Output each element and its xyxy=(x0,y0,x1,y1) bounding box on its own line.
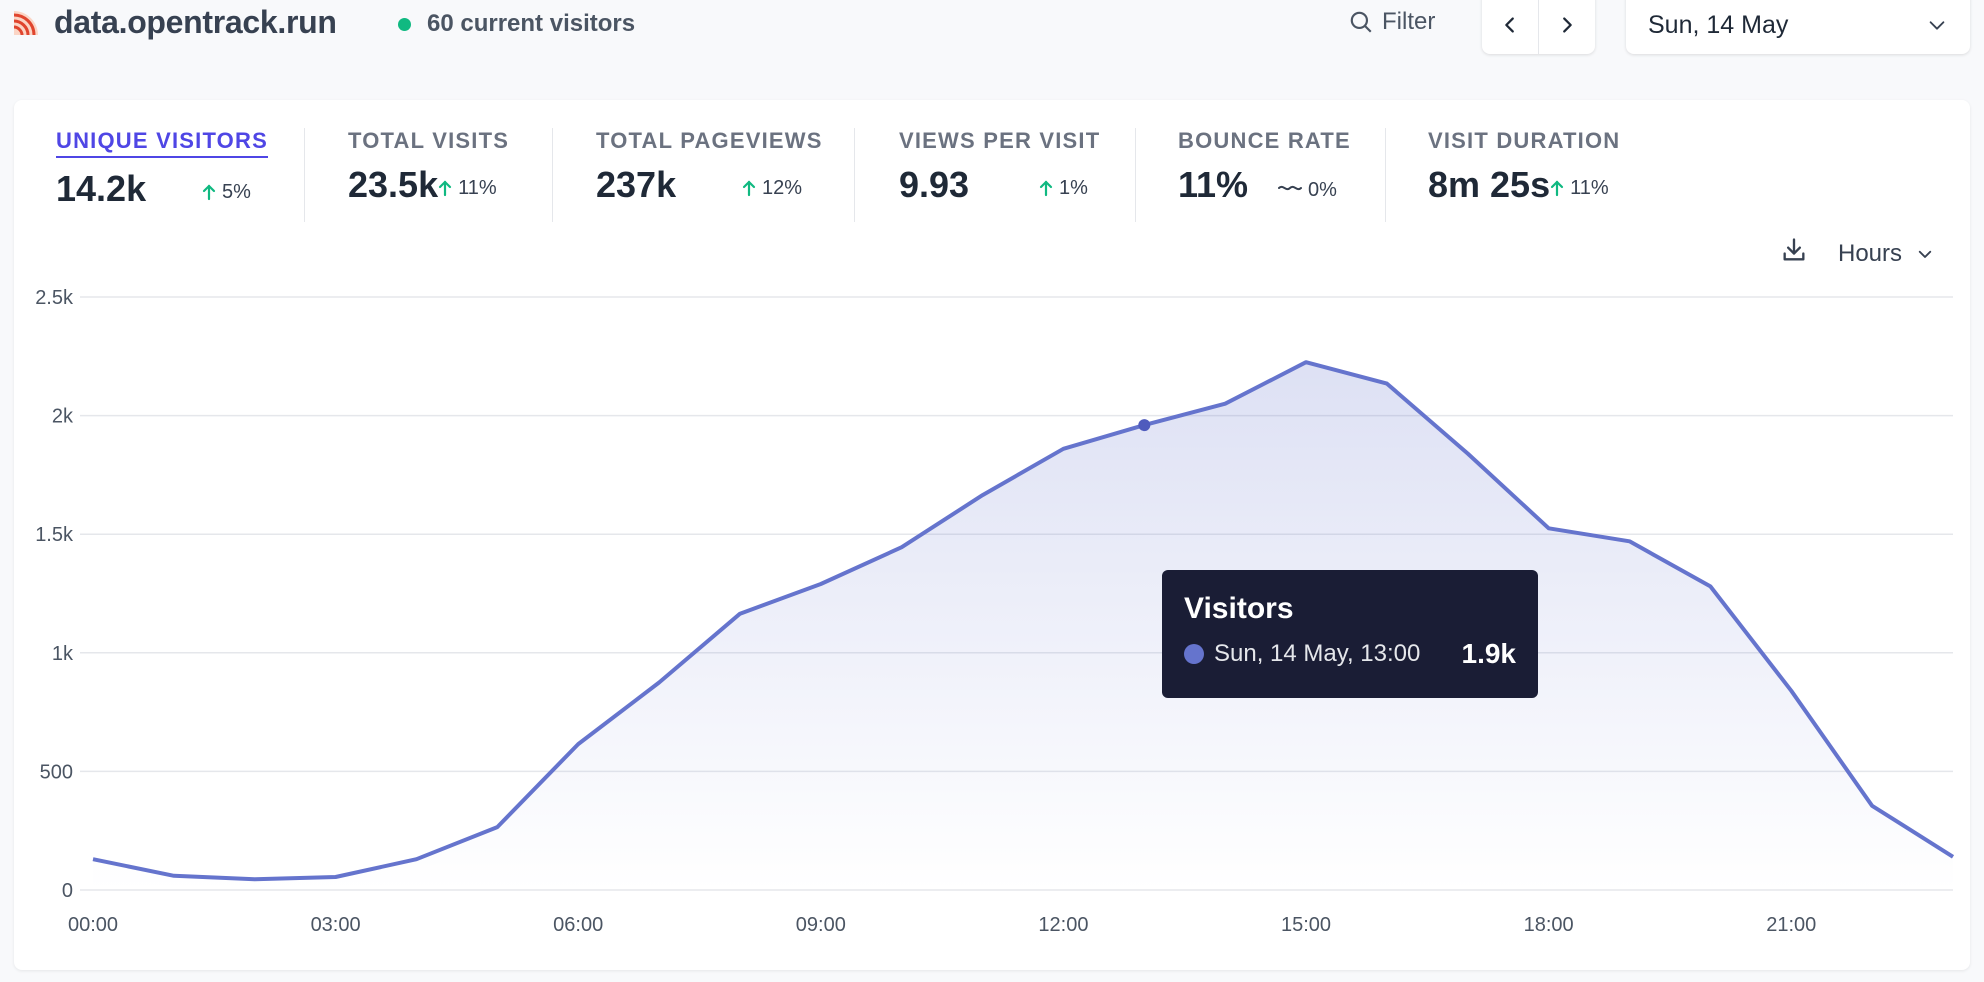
x-tick-label: 03:00 xyxy=(311,914,361,936)
date-picker-label: Sun, 14 May xyxy=(1648,10,1789,39)
tooltip-title: Visitors xyxy=(1184,592,1294,625)
previous-period-button[interactable] xyxy=(1482,0,1538,54)
chevron-down-icon xyxy=(1929,21,1945,30)
stat-label: TOTAL PAGEVIEWS xyxy=(596,128,823,153)
stat-label: UNIQUE VISITORS xyxy=(56,128,268,158)
stat-unique-visitors[interactable]: UNIQUE VISITORS 14.2k 5% xyxy=(56,128,268,210)
y-tick-label: 0 xyxy=(62,880,73,902)
stat-total-visits[interactable]: TOTAL VISITS 23.5k 11% xyxy=(348,128,509,206)
stat-change: 5% xyxy=(202,181,251,204)
stat-value: 23.5k xyxy=(348,164,439,205)
y-tick-label: 1.5k xyxy=(35,524,74,546)
series-area xyxy=(93,362,1953,890)
stat-value: 9.93 xyxy=(899,164,970,205)
stat-label: VISIT DURATION xyxy=(1428,128,1621,153)
divider xyxy=(854,128,855,222)
x-axis: 00:00 03:00 06:00 09:00 12:00 15:00 18:00 21:00 xyxy=(68,914,1816,936)
stat-label: TOTAL VISITS xyxy=(348,128,510,153)
stat-change-value: 12% xyxy=(762,176,803,199)
tooltip-value: 1.9k xyxy=(1461,638,1517,669)
arrow-up-icon xyxy=(438,180,452,197)
filter-button[interactable]: Filter xyxy=(1348,8,1435,36)
site-switcher[interactable]: data.opentrack.run xyxy=(12,4,337,41)
stat-views-per-visit[interactable]: VIEWS PER VISIT 9.93 1% xyxy=(899,128,1100,206)
filter-label: Filter xyxy=(1382,8,1436,35)
stat-label: VIEWS PER VISIT xyxy=(899,128,1101,153)
stat-change-value: 11% xyxy=(1570,176,1609,199)
y-tick-label: 500 xyxy=(40,761,73,783)
stat-value: 14.2k xyxy=(56,168,147,209)
next-period-button[interactable] xyxy=(1538,0,1595,54)
interval-picker[interactable]: Hours xyxy=(1838,240,1934,268)
period-nav xyxy=(1482,0,1595,54)
tooltip-label: Sun, 14 May, 13:00 xyxy=(1214,640,1421,667)
current-visitors-label: 60 current visitors xyxy=(427,10,636,37)
arrow-up-icon xyxy=(1551,180,1564,197)
x-tick-label: 21:00 xyxy=(1766,914,1816,936)
stat-value: 11% xyxy=(1178,164,1249,205)
live-dot-icon xyxy=(398,17,411,31)
date-picker[interactable]: Sun, 14 May xyxy=(1626,0,1970,54)
stat-value: 8m 25s xyxy=(1428,164,1551,205)
current-visitors[interactable]: 60 current visitors xyxy=(398,10,635,38)
stat-change: 12% xyxy=(742,177,802,200)
x-tick-label: 00:00 xyxy=(68,914,118,936)
stat-change-value: 1% xyxy=(1059,176,1088,199)
arrow-up-icon xyxy=(202,184,216,201)
chart-tooltip: Visitors Sun, 14 May, 13:00 1.9k xyxy=(1162,570,1538,698)
series-line xyxy=(92,360,1955,882)
chevron-left-icon xyxy=(1505,17,1514,33)
y-axis: 0 500 1k 1.5k 2k 2.5k xyxy=(35,287,74,902)
download-button[interactable] xyxy=(1780,236,1808,271)
stat-total-pageviews[interactable]: TOTAL PAGEVIEWS 237k 12% xyxy=(596,128,823,206)
divider xyxy=(304,128,305,222)
x-tick-label: 06:00 xyxy=(553,914,603,936)
divider xyxy=(1135,128,1136,222)
trend-flat-icon xyxy=(1278,185,1302,191)
stat-visit-duration[interactable]: VISIT DURATION 8m 25s 11% xyxy=(1428,128,1620,206)
download-icon xyxy=(1783,238,1805,261)
x-tick-label: 18:00 xyxy=(1524,914,1574,936)
chevron-down-icon xyxy=(1918,250,1932,258)
stat-change: 11% xyxy=(1550,177,1609,200)
stat-change-value: 5% xyxy=(222,180,251,203)
top-bar: data.opentrack.run 60 current visitors F… xyxy=(0,0,1984,70)
chart-tools: Hours xyxy=(1780,236,1934,271)
search-icon xyxy=(1350,11,1372,33)
divider xyxy=(552,128,553,222)
divider xyxy=(1385,128,1386,222)
x-tick-label: 12:00 xyxy=(1038,914,1088,936)
stat-change: 1% xyxy=(1039,177,1088,200)
stat-label: BOUNCE RATE xyxy=(1178,128,1351,153)
stat-value: 237k xyxy=(596,164,677,205)
interval-label: Hours xyxy=(1838,239,1903,267)
y-tick-label: 2k xyxy=(52,406,74,428)
logo-icon xyxy=(13,10,38,35)
series-points xyxy=(1138,419,1151,432)
arrow-up-icon xyxy=(742,180,756,197)
series-dot-icon xyxy=(1184,644,1204,664)
y-tick-label: 2.5k xyxy=(35,287,74,309)
stat-change: 11% xyxy=(438,177,497,200)
highlight-point[interactable] xyxy=(1138,419,1151,432)
stat-change-value: 11% xyxy=(458,176,497,199)
stat-bounce-rate[interactable]: BOUNCE RATE 11% 0% xyxy=(1178,128,1351,206)
y-tick-label: 1k xyxy=(52,643,74,665)
stat-change: 0% xyxy=(1278,179,1337,202)
chevron-right-icon xyxy=(1563,17,1572,33)
x-tick-label: 15:00 xyxy=(1281,914,1331,936)
x-tick-label: 09:00 xyxy=(796,914,846,936)
site-domain[interactable]: data.opentrack.run xyxy=(54,4,337,40)
arrow-up-icon xyxy=(1039,180,1053,197)
stat-change-value: 0% xyxy=(1308,178,1337,201)
